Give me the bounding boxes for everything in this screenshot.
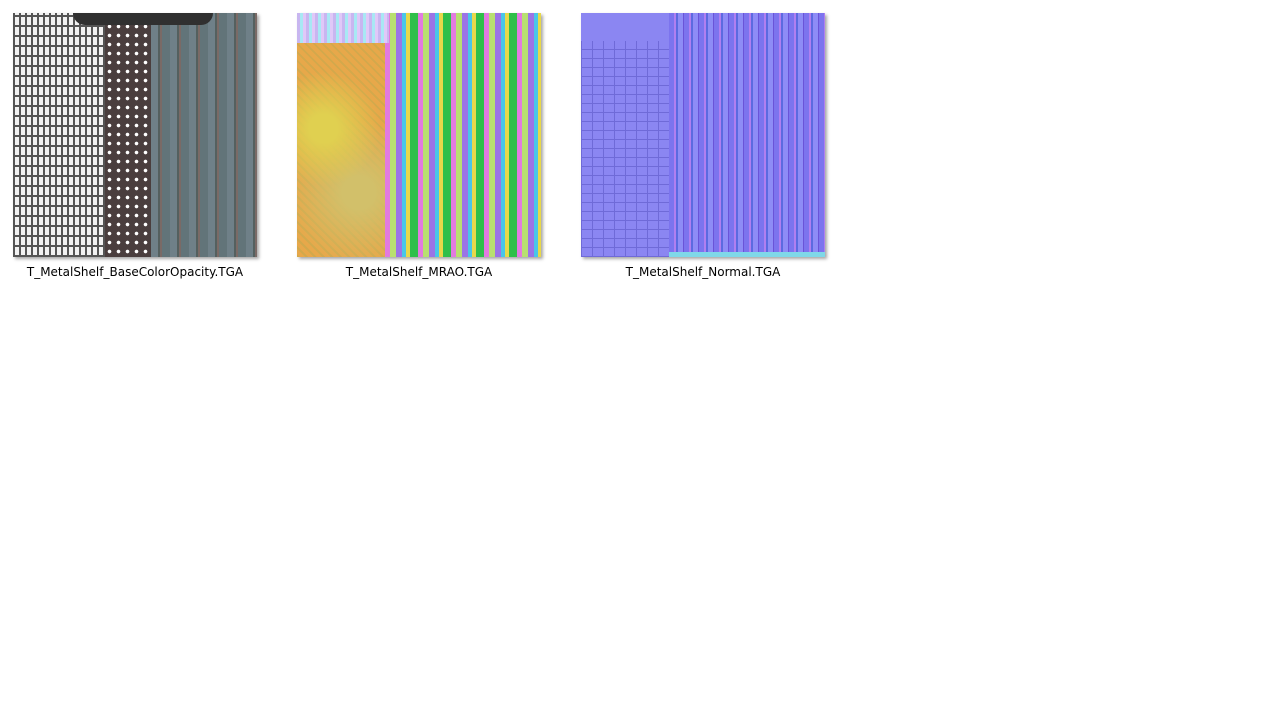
file-item[interactable]: T_MetalShelf_MRAO.TGA <box>297 13 581 293</box>
thumbnail <box>297 13 541 257</box>
file-item[interactable]: T_MetalShelf_BaseColorOpacity.TGA <box>13 13 297 293</box>
file-name: T_MetalShelf_BaseColorOpacity.TGA <box>26 265 244 279</box>
file-name: T_MetalShelf_MRAO.TGA <box>345 265 493 279</box>
thumbnail <box>581 13 825 257</box>
file-name: T_MetalShelf_Normal.TGA <box>625 265 781 279</box>
file-item[interactable]: T_MetalShelf_Normal.TGA <box>581 13 865 293</box>
thumbnail <box>13 13 257 257</box>
